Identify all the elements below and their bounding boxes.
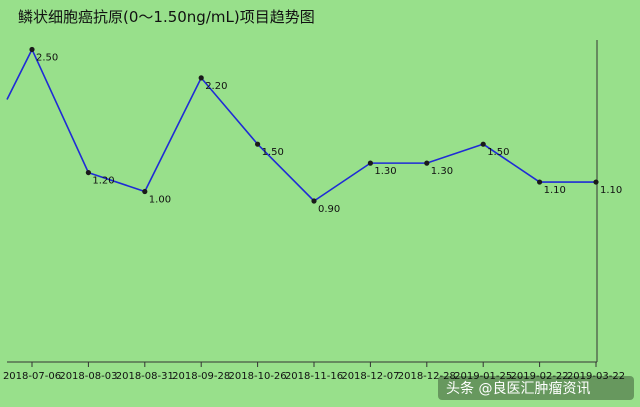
data-label: 1.00: [149, 195, 171, 206]
data-label: 1.50: [262, 147, 284, 158]
data-point: [480, 141, 486, 147]
data-label: 1.10: [544, 185, 566, 196]
data-point: [142, 188, 148, 195]
data-label: 0.90: [318, 204, 340, 215]
data-point: [537, 179, 543, 185]
markers-group: [29, 46, 599, 204]
data-point: [311, 198, 317, 204]
x-ticks: [31, 362, 597, 367]
data-point: [424, 160, 430, 166]
x-tick-label: 2018-10-26: [229, 371, 287, 382]
data-point: [198, 75, 204, 81]
watermark: 头条 @良医汇肿瘤资讯: [438, 376, 634, 400]
x-tick-label: 2018-11-16: [285, 371, 343, 382]
x-tick-label: 2018-12-28: [398, 371, 456, 382]
x-tick-label: 2018-07-06: [3, 371, 61, 382]
data-label: 2.20: [205, 81, 227, 92]
data-label: 1.30: [374, 166, 396, 177]
series-line: [6, 47, 596, 203]
watermark-background: [438, 376, 634, 400]
x-tick-labels: 2018-07-062018-08-032018-08-312018-09-28…: [3, 371, 625, 382]
x-tick-label: 2019-03-22: [567, 371, 625, 382]
chart-title: 鳞状细胞癌抗原(0～1.50ng/mL)项目趋势图: [18, 8, 315, 26]
x-tick-label: 2018-12-07: [341, 371, 399, 382]
x-tick-label: 2018-09-28: [172, 371, 230, 382]
x-tick-label: 2019-02-22: [511, 371, 569, 382]
data-label: 2.50: [36, 52, 58, 63]
data-label: 1.50: [487, 147, 509, 158]
data-point: [85, 169, 91, 176]
data-point: [593, 179, 599, 185]
data-label: 1.10: [600, 185, 622, 196]
x-tick-label: 2018-08-31: [116, 371, 174, 382]
series-group: [6, 47, 596, 203]
x-tick-label: 2019-01-25: [454, 371, 512, 382]
data-label: 1.30: [431, 166, 453, 177]
data-point: [255, 141, 261, 147]
watermark-text: 头条 @良医汇肿瘤资讯: [446, 380, 590, 397]
data-point: [29, 46, 35, 53]
data-point: [367, 160, 373, 166]
data-labels-group: 2.50 1.20 1.00 2.20 1.50 0.90 1.30 1.30 1.50 1.10…: [36, 52, 622, 215]
data-label: 1.20: [92, 176, 114, 187]
x-tick-label: 2018-08-03: [59, 371, 117, 382]
